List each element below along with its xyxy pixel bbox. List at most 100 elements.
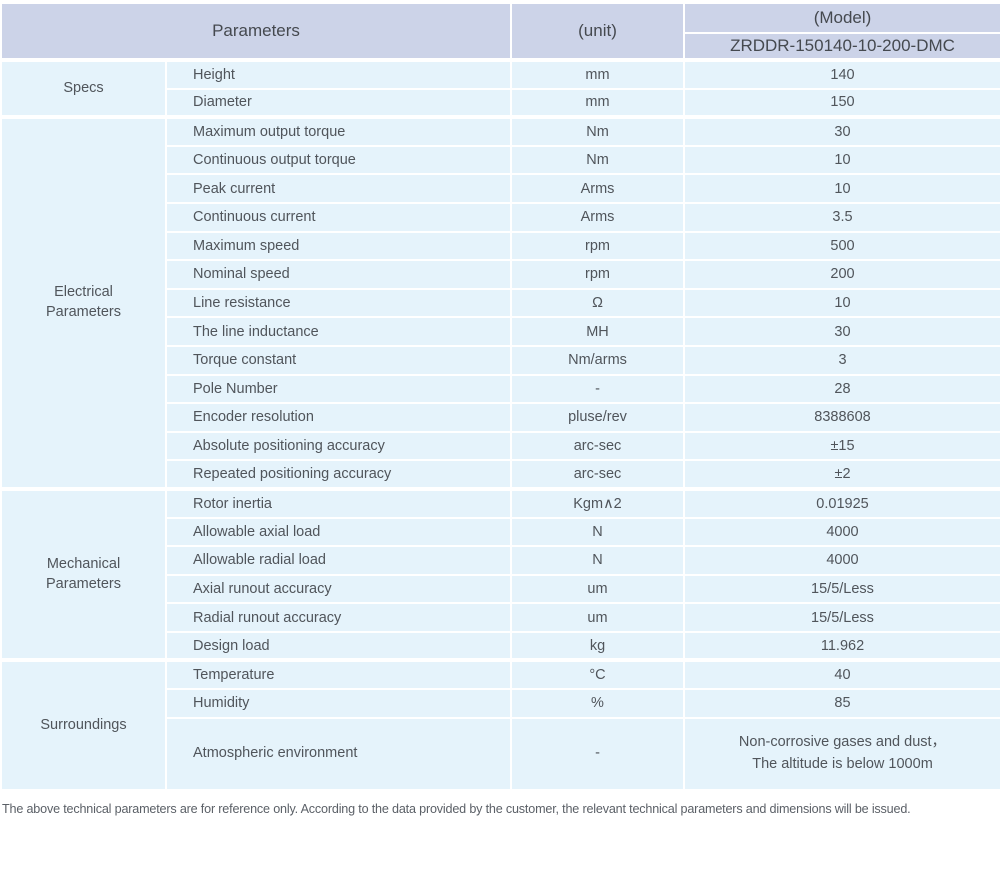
group-label: Mechanical Parameters	[0, 486, 167, 662]
unit-cell: mm	[510, 87, 685, 119]
table-row: Radial runout accuracy um 15/5/Less	[1, 602, 1000, 633]
param-name-cell: Atmospheric environment	[165, 716, 512, 791]
value-cell: 10	[683, 287, 1000, 319]
value-cell: 4000	[683, 545, 1000, 576]
param-name-cell: Radial runout accuracy	[165, 602, 512, 633]
model-header-cell: (Model)	[683, 2, 1000, 34]
table-row: Continuous current Arms 3.5	[1, 201, 1000, 233]
value-cell: 0.01925	[683, 486, 1000, 519]
table-row: Line resistance Ω 10	[1, 287, 1000, 319]
value-cell: 3	[683, 344, 1000, 376]
param-name-cell: Pole Number	[165, 373, 512, 405]
unit-cell: -	[510, 716, 685, 791]
param-name-cell: The line inductance	[165, 316, 512, 347]
param-name-cell: Encoder resolution	[165, 402, 512, 433]
value-cell: 500	[683, 230, 1000, 262]
param-name-cell: Continuous output torque	[165, 144, 512, 176]
unit-cell: arc-sec	[510, 430, 685, 462]
value-cell: 8388608	[683, 402, 1000, 433]
unit-cell: N	[510, 545, 685, 576]
model-number-cell: ZRDDR-150140-10-200-DMC	[683, 32, 1000, 61]
table-row: Mechanical Parameters Rotor inertia Kgm∧2 0…	[0, 486, 1000, 662]
param-name-cell: Maximum speed	[165, 230, 512, 262]
param-name-cell: Line resistance	[165, 287, 512, 319]
value-cell: 10	[683, 173, 1000, 204]
value-cell: 15/5/Less	[683, 573, 1000, 605]
unit-header-cell: (unit)	[510, 2, 685, 61]
table-row: Design load kg 11.962	[1, 630, 1000, 662]
unit-cell: MH	[510, 316, 685, 347]
table-row: Continuous output torque Nm 10	[1, 144, 1000, 176]
table-row: Repeated positioning accuracy arc-sec ±2	[1, 459, 1000, 490]
value-cell: 200	[683, 259, 1000, 290]
param-name-cell: Axial runout accuracy	[165, 573, 512, 605]
unit-cell: um	[510, 573, 685, 605]
group-label: Surroundings	[0, 658, 167, 791]
table-row: Pole Number -28	[1, 373, 1000, 405]
unit-cell: arc-sec	[510, 459, 685, 490]
value-cell: Non-corrosive gases and dust， The altitu…	[683, 716, 1000, 791]
param-name-cell: Height	[165, 58, 512, 90]
param-name-cell: Nominal speed	[165, 259, 512, 290]
value-cell: 40	[683, 658, 1000, 691]
param-name-cell: Absolute positioning accuracy	[165, 430, 512, 462]
table-row: Surroundings Temperature °C 40	[0, 658, 1000, 791]
value-cell: 10	[683, 144, 1000, 176]
table-row: Nominal speed rpm 200	[1, 259, 1000, 290]
param-name-cell: Peak current	[165, 173, 512, 204]
param-name-cell: Rotor inertia	[165, 486, 512, 519]
value-cell: ±2	[683, 459, 1000, 490]
param-name-cell: Continuous current	[165, 201, 512, 233]
table-row: Encoder resolution pluse/rev 8388608	[1, 402, 1000, 433]
unit-cell: Nm	[510, 115, 685, 147]
value-cell: 11.962	[683, 630, 1000, 662]
group-label: Electrical Parameters	[0, 115, 167, 490]
group-label: Specs	[0, 57, 167, 119]
value-cell: 140	[683, 58, 1000, 90]
unit-cell: rpm	[510, 259, 685, 290]
value-cell: 15/5/Less	[683, 602, 1000, 633]
table-row: Allowable radial load N 4000	[1, 545, 1000, 576]
table-row: Axial runout accuracy um 15/5/Less	[1, 573, 1000, 605]
table-row: Electrical Parameters Maximum output torq…	[0, 115, 1000, 490]
param-name-cell: Torque constant	[165, 344, 512, 376]
unit-cell: Nm/arms	[510, 344, 685, 376]
param-name-cell: Allowable axial load	[165, 516, 512, 548]
table-row: The line inductance MH 30	[1, 316, 1000, 347]
parameters-header-cell: Parameters	[0, 2, 512, 61]
value-cell: 150	[683, 87, 1000, 119]
unit-cell: mm	[510, 58, 685, 90]
table-row: Humidity% 85	[1, 688, 1000, 719]
table-row: Torque constant Nm/arms 3	[1, 344, 1000, 376]
value-cell: 85	[683, 688, 1000, 719]
table-row: Specs Height mm 140	[0, 57, 1000, 119]
param-name-cell: Design load	[165, 630, 512, 662]
unit-cell: Arms	[510, 201, 685, 233]
param-name-cell: Maximum output torque	[165, 115, 512, 147]
spec-table-header: Parameters (unit) (Model) ZRDDR-150140-1…	[0, 2, 1000, 61]
value-cell: 30	[683, 316, 1000, 347]
unit-cell: kg	[510, 630, 685, 662]
value-cell: 3.5	[683, 201, 1000, 233]
param-name-cell: Humidity	[165, 688, 512, 719]
unit-cell: Kgm∧2	[510, 486, 685, 519]
value-cell: 30	[683, 115, 1000, 147]
table-row: Peak current Arms 10	[1, 173, 1000, 204]
value-cell: ±15	[683, 430, 1000, 462]
table-row: Diameter mm 150	[1, 87, 1000, 119]
param-name-cell: Repeated positioning accuracy	[165, 459, 512, 490]
unit-cell: Nm	[510, 144, 685, 176]
table-row: Absolute positioning accuracy arc-sec ±15	[1, 430, 1000, 462]
table-row: Atmospheric environment - Non-corrosive ga…	[1, 716, 1000, 791]
unit-cell: -	[510, 373, 685, 405]
unit-cell: Arms	[510, 173, 685, 204]
param-name-cell: Allowable radial load	[165, 545, 512, 576]
unit-cell: um	[510, 602, 685, 633]
unit-cell: pluse/rev	[510, 402, 685, 433]
unit-cell: N	[510, 516, 685, 548]
param-name-cell: Diameter	[165, 87, 512, 119]
unit-cell: rpm	[510, 230, 685, 262]
spec-table: Parameters (unit) (Model) ZRDDR-150140-1…	[0, 2, 1000, 791]
unit-cell: %	[510, 688, 685, 719]
